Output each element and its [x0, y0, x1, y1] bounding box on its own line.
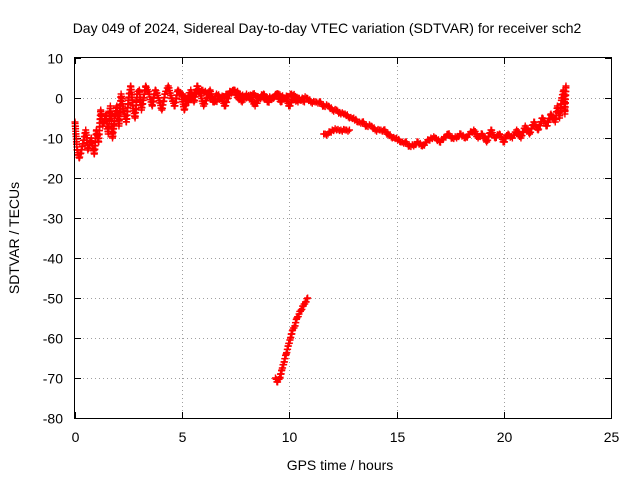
data-point [298, 305, 306, 313]
data-point [286, 102, 294, 110]
data-point [304, 294, 312, 302]
x-tick-label: 5 [179, 429, 187, 445]
y-tick-label: -40 [43, 251, 63, 267]
x-tick-label: 0 [72, 429, 80, 445]
data-point [344, 127, 352, 135]
data-point [345, 126, 353, 134]
y-tick-label: -10 [43, 131, 63, 147]
data-point [501, 138, 509, 146]
y-tick-label: -30 [43, 211, 63, 227]
data-point [288, 99, 296, 107]
y-tick-label: -60 [43, 331, 63, 347]
y-tick-label: -20 [43, 171, 63, 187]
chart-title: Day 049 of 2024, Sidereal Day-to-day VTE… [73, 20, 582, 36]
x-tick-label: 10 [282, 429, 298, 445]
x-tick-label: 15 [390, 429, 406, 445]
data-point [300, 98, 308, 106]
grid [75, 58, 611, 418]
y-axis-label: SDTVAR / TECUs [6, 182, 22, 294]
x-axis-label: GPS time / hours [287, 457, 394, 473]
data-point [303, 295, 311, 303]
y-tick-label: 0 [55, 91, 63, 107]
series-descending-arc [271, 294, 312, 386]
series-upper-loop [178, 86, 308, 106]
data-point [293, 314, 301, 322]
data-point [562, 82, 570, 90]
series-short-arc [320, 125, 353, 139]
data-point [302, 298, 310, 306]
plot-frame [74, 57, 612, 419]
y-tick-label: 10 [47, 51, 63, 67]
x-tick-label: 20 [497, 429, 513, 445]
data-point [299, 97, 307, 105]
y-tick-label: -50 [43, 291, 63, 307]
data-point [502, 135, 510, 143]
data-point [297, 306, 305, 314]
data-points [71, 82, 570, 386]
y-tick-label: -80 [43, 411, 63, 427]
y-tick-label: -70 [43, 371, 63, 387]
series-main-band [71, 82, 570, 162]
x-tick-label: 25 [604, 429, 620, 445]
